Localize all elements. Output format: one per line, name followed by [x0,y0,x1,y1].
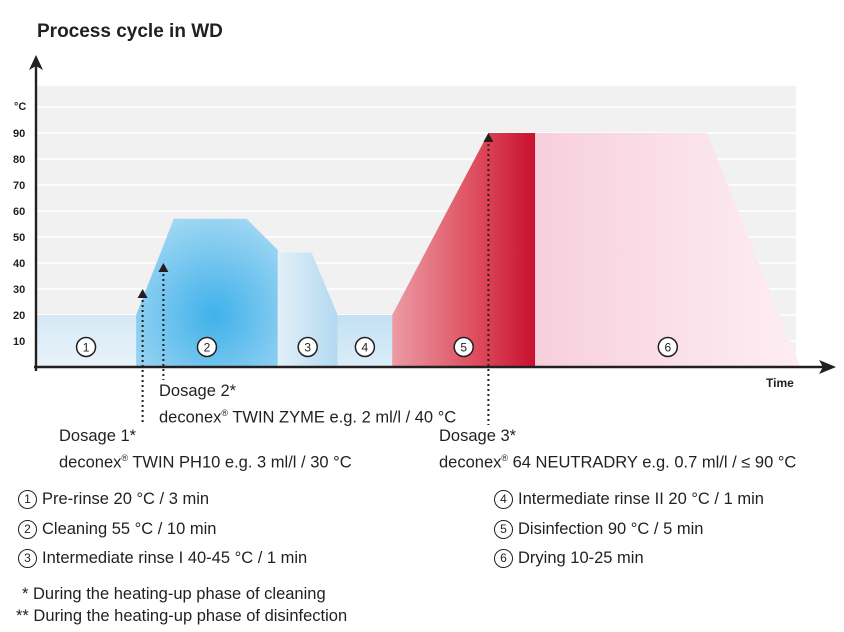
phase-badge-number: 3 [304,341,311,355]
phase-badge-circle [354,336,376,358]
phase-areas [36,133,801,367]
phase-badge-circle [297,336,318,358]
phase-badge-number: 5 [460,341,467,355]
legend-item-2: 2 Cleaning 55 °C / 10 min [18,520,216,539]
legend-item-5: 5 Disinfection 90 °C / 5 min [494,520,703,539]
footnote-1: * During the heating-up phase of cleanin… [22,585,326,603]
phase-badges: 1 2 3 4 5 6 [75,336,679,358]
phase-badge-number: 1 [83,341,90,355]
y-axis-arrow [29,55,43,70]
legend-item-4: 4 Intermediate rinse II 20 °C / 1 min [494,490,764,509]
phase-area-5 [392,133,536,367]
legend-item-3: 3 Intermediate rinse I 40-45 °C / 1 min [18,549,307,568]
phase-badge-number: 4 [362,341,369,355]
phase-area-3 [277,252,338,367]
phase-badge-circle [657,336,679,358]
dosage-3-label: Dosage 3* [439,427,517,445]
phase-badge-circle [75,336,97,358]
y-tick-label: 80 [13,154,25,166]
legend-item-6: 6 Drying 10-25 min [494,549,644,568]
chart-title: Process cycle in WD [37,21,223,42]
phase-badge-number: 6 [664,341,671,355]
y-tick-label: 70 [13,180,25,192]
y-tick-label: 90 [13,128,25,140]
legend-item-1: 1 Pre-rinse 20 °C / 3 min [18,490,209,509]
y-tick-label: 20 [13,310,25,322]
dosage-3-product: deconex® 64 NEUTRADRY e.g. 0.7 ml/l / ≤ … [439,453,797,472]
axes [29,55,836,374]
phase-area-6 [535,133,801,367]
dosage-markers [137,133,494,425]
phase-badge-number: 2 [204,341,211,355]
phase-area-2 [136,218,278,367]
dosage-2-label: Dosage 2* [159,382,237,400]
dosage-1-product: deconex® TWIN PH10 e.g. 3 ml/l / 30 °C [59,453,352,472]
y-tick-label: 30 [13,284,25,296]
y-tick-label: 50 [13,232,25,244]
x-axis-label: Time [766,376,794,390]
dosage-marker-arrow [158,263,169,272]
y-tick-label: 10 [13,336,25,348]
y-axis-label: °C [14,101,26,113]
dosage-1-label: Dosage 1* [59,427,137,445]
dosage-marker-arrow [137,289,148,298]
dosage-marker-arrow [483,133,494,142]
dosage-2-product: deconex® TWIN ZYME e.g. 2 ml/l / 40 °C [159,408,457,427]
phase-badge-circle [453,336,474,358]
phase-badge-circle [196,336,218,358]
x-axis-arrow [819,360,836,374]
y-tick-label: 60 [13,206,25,218]
y-tick-label: 40 [13,258,25,270]
footnote-2: ** During the heating-up phase of disinf… [16,607,348,625]
y-tick-labels: 10 20 30 40 50 60 70 80 90 [13,128,25,348]
